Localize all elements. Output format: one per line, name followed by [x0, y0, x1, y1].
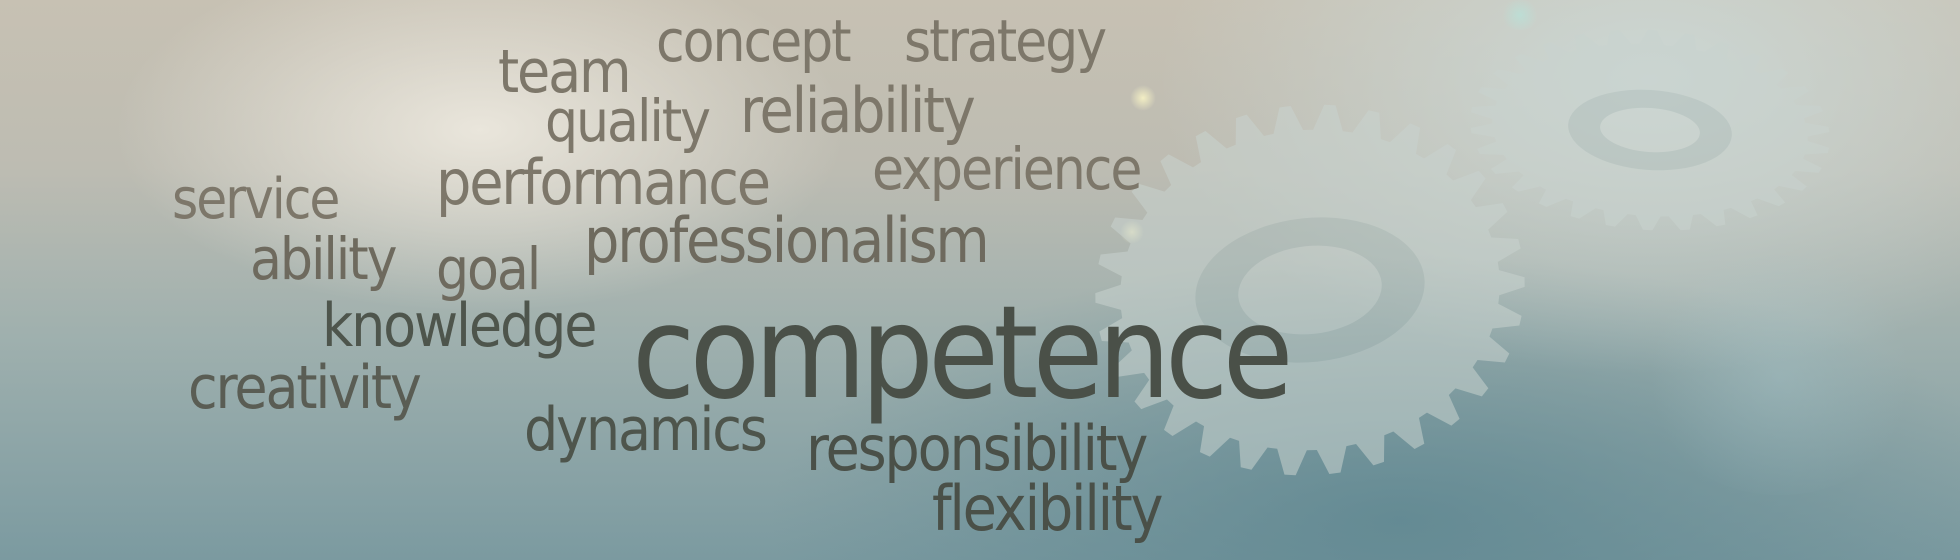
word-creativity: creativity	[188, 353, 422, 423]
word-professionalism: professionalism	[584, 204, 990, 277]
word-team: team	[498, 37, 632, 107]
word-flexibility: flexibility	[932, 472, 1164, 545]
word-reliability: reliability	[740, 74, 976, 147]
gear-icon	[1095, 104, 1525, 476]
word-strategy: strategy	[904, 7, 1107, 75]
word-competence: competence	[632, 279, 1293, 428]
gear-icon	[1470, 29, 1830, 231]
word-concept: concept	[656, 7, 852, 75]
word-performance: performance	[436, 146, 771, 219]
word-experience: experience	[872, 135, 1143, 203]
word-responsibility: responsibility	[806, 412, 1148, 485]
bokeh-circle	[1640, 255, 1920, 495]
word-goal: goal	[436, 235, 541, 303]
word-quality: quality	[545, 87, 711, 155]
word-knowledge: knowledge	[322, 291, 597, 361]
word-ability: ability	[250, 225, 397, 293]
word-dynamics: dynamics	[524, 395, 768, 465]
word-service: service	[172, 167, 340, 232]
